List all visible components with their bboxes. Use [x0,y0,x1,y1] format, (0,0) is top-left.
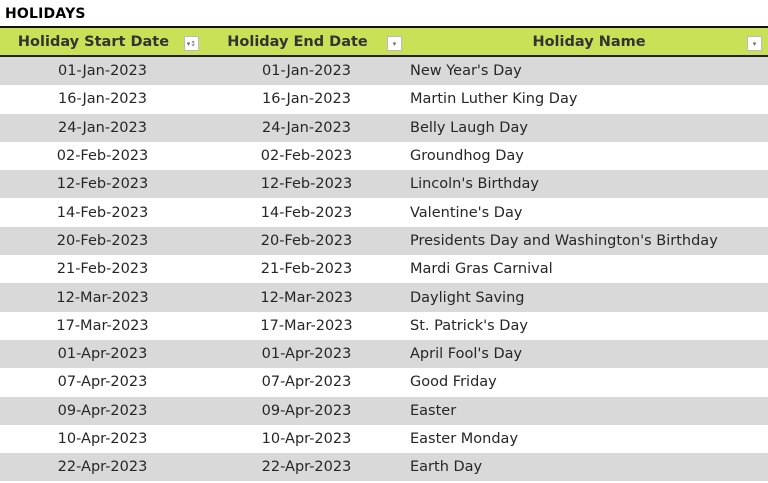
end-date-cell[interactable]: 24-Jan-2023 [262,119,351,136]
holiday-name-cell[interactable]: Earth Day [410,459,483,476]
end-date-cell[interactable]: 14-Feb-2023 [260,204,353,221]
holiday-name-cell[interactable]: Daylight Saving [410,289,525,306]
start-date-cell[interactable]: 09-Apr-2023 [57,402,148,419]
end-date-cell[interactable]: 12-Mar-2023 [260,289,353,306]
table-row: 10-Apr-2023 10-Apr-2023 Easter Monday [0,425,768,453]
filter-sort-dropdown-icon[interactable]: ▾↕ [184,36,199,51]
start-date-cell[interactable]: 07-Apr-2023 [57,374,148,391]
start-date-cell[interactable]: 12-Mar-2023 [56,289,149,306]
start-date-cell[interactable]: 21-Feb-2023 [56,261,149,278]
end-date-cell[interactable]: 01-Apr-2023 [261,346,352,363]
holidays-table: Holiday Start Date ▾↕ Holiday End Date ▾… [0,26,768,482]
table-body: 01-Jan-2023 01-Jan-2023 New Year's Day 16-J… [0,57,768,482]
table-row: 02-Feb-2023 02-Feb-2023 Groundhog Day [0,142,768,170]
column-header-label: Holiday Start Date [17,33,170,50]
start-date-cell[interactable]: 17-Mar-2023 [56,317,149,334]
start-date-cell[interactable]: 01-Jan-2023 [58,63,147,80]
table-row: 22-Apr-2023 22-Apr-2023 Earth Day [0,453,768,482]
holiday-name-cell[interactable]: Martin Luther King Day [410,91,578,108]
table-row: 01-Jan-2023 01-Jan-2023 New Year's Day [0,57,768,86]
table-row: 16-Jan-2023 16-Jan-2023 Martin Luther King… [0,85,768,113]
end-date-cell[interactable]: 01-Jan-2023 [262,63,351,80]
table-row: 12-Mar-2023 12-Mar-2023 Daylight Saving [0,283,768,312]
table-row: 12-Feb-2023 12-Feb-2023 Lincoln's Birthday [0,170,768,199]
start-date-cell[interactable]: 01-Apr-2023 [57,346,148,363]
table-title: HOLIDAYS [5,6,86,22]
table-row: 07-Apr-2023 07-Apr-2023 Good Friday [0,368,768,396]
holiday-name-cell[interactable]: Belly Laugh Day [410,119,528,136]
holiday-name-cell[interactable]: Good Friday [410,374,497,391]
column-header-label: Holiday End Date [227,33,368,50]
table-row: 20-Feb-2023 20-Feb-2023 Presidents Day and… [0,226,768,256]
holiday-name-cell[interactable]: Presidents Day and Washington's Birthday [410,232,718,249]
end-date-cell[interactable]: 21-Feb-2023 [260,261,353,278]
end-date-cell[interactable]: 02-Feb-2023 [260,148,353,165]
end-date-cell[interactable]: 16-Jan-2023 [262,91,351,108]
start-date-cell[interactable]: 12-Feb-2023 [56,176,149,193]
holiday-name-cell[interactable]: Easter [410,402,457,419]
end-date-cell[interactable]: 22-Apr-2023 [261,459,352,476]
filter-dropdown-icon[interactable]: ▾ [747,36,762,51]
end-date-cell[interactable]: 12-Feb-2023 [260,176,353,193]
end-date-cell[interactable]: 07-Apr-2023 [261,374,352,391]
holiday-name-cell[interactable]: Valentine's Day [410,204,523,221]
table-row: 21-Feb-2023 21-Feb-2023 Mardi Gras Carniva… [0,255,768,283]
table-row: 17-Mar-2023 17-Mar-2023 St. Patrick's Day [0,312,768,340]
table-row: 01-Apr-2023 01-Apr-2023 April Fool's Day [0,339,768,369]
holiday-name-cell[interactable]: New Year's Day [410,63,522,80]
end-date-cell[interactable]: 20-Feb-2023 [260,232,353,249]
end-date-cell[interactable]: 09-Apr-2023 [261,402,352,419]
table-row: 24-Jan-2023 24-Jan-2023 Belly Laugh Day [0,113,768,142]
holiday-name-cell[interactable]: Groundhog Day [410,148,524,165]
end-date-cell[interactable]: 10-Apr-2023 [261,431,352,447]
column-header-end-date[interactable]: Holiday End Date ▾ [205,28,408,55]
table-header: Holiday Start Date ▾↕ Holiday End Date ▾… [0,26,768,57]
table-row: 09-Apr-2023 09-Apr-2023 Easter [0,396,768,425]
filter-dropdown-icon[interactable]: ▾ [387,36,402,51]
column-header-label: Holiday Name [532,33,646,50]
start-date-cell[interactable]: 16-Jan-2023 [58,91,147,108]
start-date-cell[interactable]: 20-Feb-2023 [56,232,149,249]
holiday-name-cell[interactable]: Lincoln's Birthday [410,176,539,193]
start-date-cell[interactable]: 24-Jan-2023 [58,119,147,136]
start-date-cell[interactable]: 22-Apr-2023 [57,459,148,476]
start-date-cell[interactable]: 02-Feb-2023 [56,148,149,165]
holiday-name-cell[interactable]: Easter Monday [410,431,519,447]
table-row: 14-Feb-2023 14-Feb-2023 Valentine's Day [0,198,768,226]
column-header-start-date[interactable]: Holiday Start Date ▾↕ [0,28,205,55]
start-date-cell[interactable]: 14-Feb-2023 [56,204,149,221]
holiday-name-cell[interactable]: St. Patrick's Day [410,317,528,334]
holiday-name-cell[interactable]: April Fool's Day [410,346,523,363]
column-header-name[interactable]: Holiday Name ▾ [408,28,768,55]
holiday-name-cell[interactable]: Mardi Gras Carnival [410,261,553,278]
end-date-cell[interactable]: 17-Mar-2023 [260,317,353,334]
start-date-cell[interactable]: 10-Apr-2023 [57,431,148,447]
